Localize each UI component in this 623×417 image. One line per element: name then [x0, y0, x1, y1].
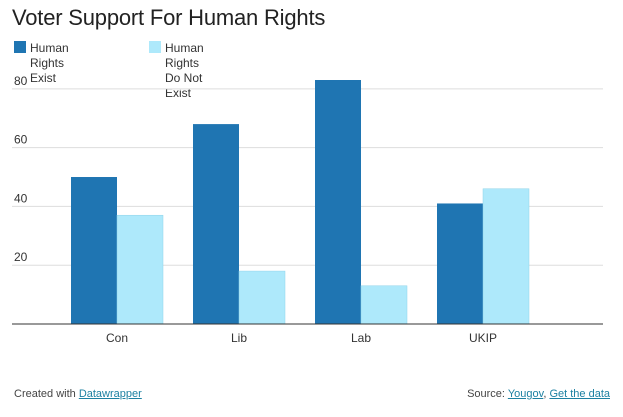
y-tick-label-80: 80	[14, 74, 28, 88]
yougov-link[interactable]: Yougov	[507, 388, 544, 400]
legend-swatch-series-1	[14, 41, 26, 53]
legend-label-series-2: Human Rights Do Not Exist	[165, 41, 204, 100]
x-tick-label-con: Con	[106, 331, 128, 345]
footer-source: Source: Yougov, Get the data	[467, 388, 610, 400]
y-tick-label-40: 40	[14, 191, 28, 205]
footer-credit-prefix: Created with	[14, 388, 79, 400]
bar-ukip-series-1	[437, 203, 483, 324]
datawrapper-link[interactable]: Datawrapper	[78, 388, 142, 400]
get-the-data-link[interactable]: Get the data	[549, 388, 610, 400]
x-tick-label-ukip: UKIP	[469, 331, 497, 345]
legend-label-series-1-line-1: Human Rights	[30, 41, 69, 70]
bar-con-series-2	[116, 214, 164, 325]
footer-credit: Created with Datawrapper	[14, 388, 142, 400]
x-tick-label-lab: Lab	[351, 331, 371, 345]
chart-title: Voter Support For Human Rights	[12, 5, 326, 30]
bar-ukip-series-2	[482, 188, 530, 325]
footer-source-separator: ,	[543, 388, 550, 400]
legend-swatch-series-2	[149, 41, 161, 53]
legend-label-series-1-line-2: Exist	[30, 71, 57, 85]
x-tick-label-lib: Lib	[231, 331, 247, 345]
y-tick-label-20: 20	[14, 250, 28, 264]
bar-con-series-1	[71, 177, 117, 324]
bar-lab-series-2	[360, 285, 408, 325]
legend-item-series-1: Human Rights Exist	[14, 41, 69, 86]
bar-lab-series-1	[315, 80, 361, 324]
legend-label-series-1: Human Rights Exist	[30, 41, 69, 86]
y-tick-label-60: 60	[14, 133, 28, 147]
bar-lib-series-2	[238, 270, 286, 325]
footer-source-prefix: Source:	[467, 388, 508, 400]
bar-lib-series-1	[193, 124, 239, 325]
legend-item-series-2: Human Rights Do Not Exist	[149, 41, 204, 101]
